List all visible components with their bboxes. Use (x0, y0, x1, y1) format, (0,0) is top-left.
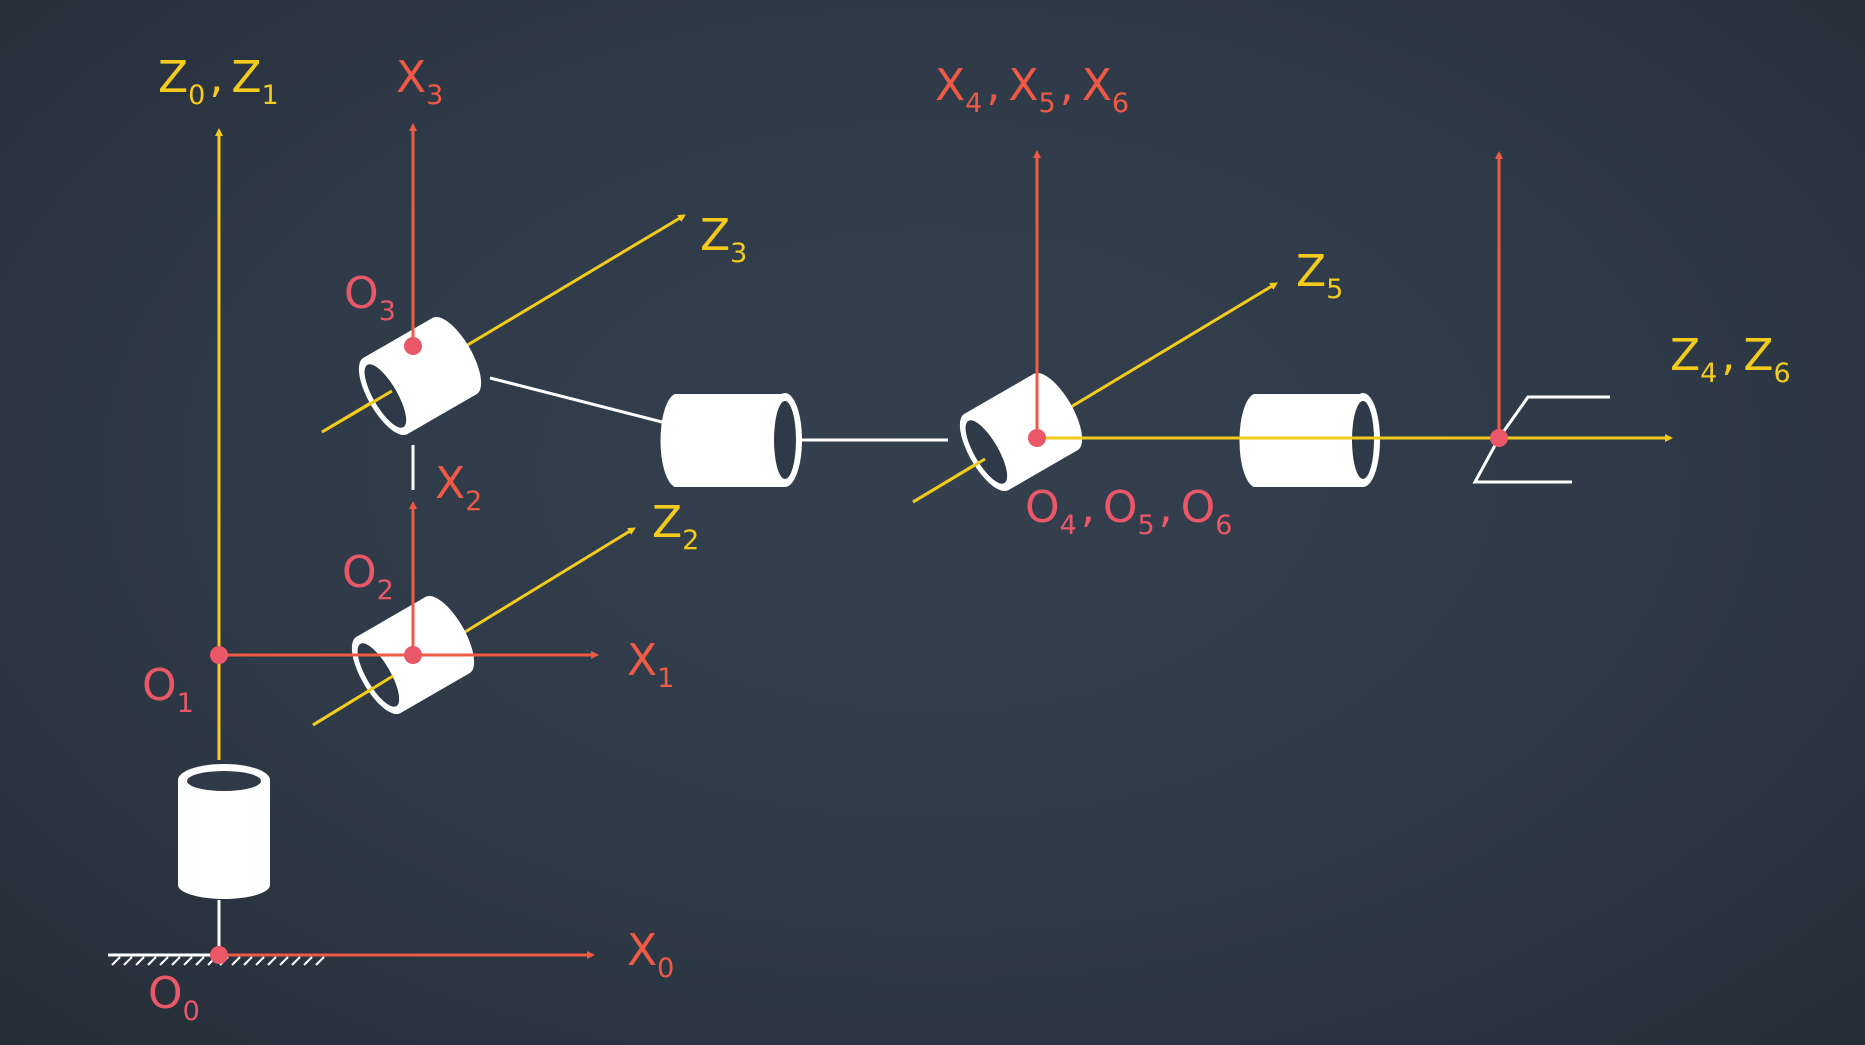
label-z3: Z3 (700, 210, 747, 269)
label-x4-x5-x6: X4, X5, X6 (935, 60, 1129, 119)
base-joint-cylinder (178, 764, 270, 899)
origin-points (210, 337, 1508, 964)
link-cylinder-2 (1239, 393, 1380, 487)
label-x1: X1 (627, 635, 674, 694)
label-o4-o5-o6: O4, O5, O6 (1025, 482, 1232, 541)
label-o0: O0 (148, 968, 200, 1027)
gripper-origin-dot (1490, 429, 1508, 447)
label-o2: O2 (342, 547, 394, 606)
label-x2: X2 (435, 458, 482, 517)
joint-3-cylinder (358, 316, 482, 436)
origin-o1-dot (210, 646, 228, 664)
label-z0-z1: Z0, Z1 (158, 52, 279, 111)
arm-links (217, 376, 948, 955)
label-o3: O3 (344, 268, 396, 327)
wrist-cylinder (959, 372, 1083, 492)
label-z4-z6: Z4, Z6 (1670, 330, 1791, 389)
origin-o456-dot (1028, 429, 1046, 447)
label-z5: Z5 (1296, 246, 1343, 305)
origin-o3-dot (404, 337, 422, 355)
link-cylinder-1 (660, 393, 802, 487)
label-o1: O1 (142, 660, 194, 719)
origin-o2-dot (404, 646, 422, 664)
label-x0: X0 (627, 925, 674, 984)
origin-o0-dot (210, 946, 228, 964)
label-x3: X3 (396, 52, 443, 111)
label-z2: Z2 (652, 497, 699, 556)
